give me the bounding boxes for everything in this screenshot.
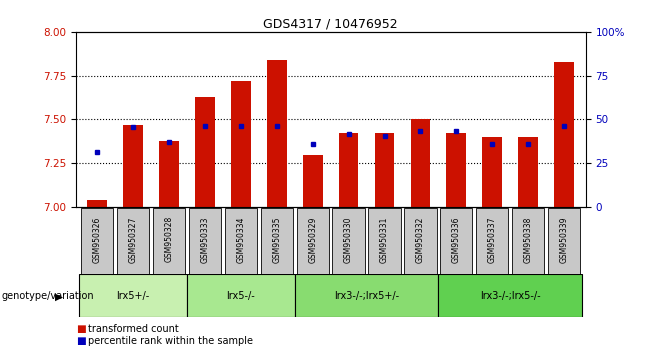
Text: GSM950337: GSM950337 xyxy=(488,216,497,263)
Text: GSM950338: GSM950338 xyxy=(524,216,533,263)
FancyBboxPatch shape xyxy=(548,208,580,274)
FancyBboxPatch shape xyxy=(153,208,185,274)
Text: lrx5+/-: lrx5+/- xyxy=(116,291,150,301)
Text: percentile rank within the sample: percentile rank within the sample xyxy=(88,336,253,346)
Bar xyxy=(231,81,251,207)
Bar xyxy=(482,137,502,207)
FancyBboxPatch shape xyxy=(187,274,295,317)
Text: transformed count: transformed count xyxy=(88,324,178,333)
Text: GSM950334: GSM950334 xyxy=(236,216,245,263)
FancyBboxPatch shape xyxy=(476,208,509,274)
FancyBboxPatch shape xyxy=(440,208,472,274)
Text: genotype/variation: genotype/variation xyxy=(1,291,94,301)
Title: GDS4317 / 10476952: GDS4317 / 10476952 xyxy=(263,18,398,31)
Bar xyxy=(195,97,215,207)
Bar xyxy=(88,200,107,207)
Bar xyxy=(303,154,322,207)
FancyBboxPatch shape xyxy=(224,208,257,274)
Bar xyxy=(374,133,394,207)
Text: GSM950333: GSM950333 xyxy=(201,216,209,263)
Text: GSM950326: GSM950326 xyxy=(93,216,102,263)
Bar xyxy=(447,133,467,207)
FancyBboxPatch shape xyxy=(404,208,437,274)
FancyBboxPatch shape xyxy=(512,208,544,274)
FancyBboxPatch shape xyxy=(368,208,401,274)
Text: lrx3-/-;lrx5+/-: lrx3-/-;lrx5+/- xyxy=(334,291,399,301)
FancyBboxPatch shape xyxy=(189,208,221,274)
FancyBboxPatch shape xyxy=(79,274,187,317)
Bar xyxy=(339,133,359,207)
Text: GSM950329: GSM950329 xyxy=(308,216,317,263)
Text: GSM950331: GSM950331 xyxy=(380,216,389,263)
Text: ■: ■ xyxy=(76,336,86,346)
FancyBboxPatch shape xyxy=(297,208,329,274)
Text: GSM950330: GSM950330 xyxy=(344,216,353,263)
FancyBboxPatch shape xyxy=(295,274,438,317)
Text: ▶: ▶ xyxy=(55,291,63,301)
FancyBboxPatch shape xyxy=(438,274,582,317)
Text: lrx5-/-: lrx5-/- xyxy=(226,291,255,301)
FancyBboxPatch shape xyxy=(261,208,293,274)
Bar xyxy=(519,137,538,207)
FancyBboxPatch shape xyxy=(332,208,365,274)
Text: GSM950327: GSM950327 xyxy=(128,216,138,263)
FancyBboxPatch shape xyxy=(117,208,149,274)
Bar xyxy=(411,119,430,207)
Text: ■: ■ xyxy=(76,324,86,333)
Bar xyxy=(554,62,574,207)
Bar xyxy=(123,125,143,207)
Text: lrx3-/-;lrx5-/-: lrx3-/-;lrx5-/- xyxy=(480,291,540,301)
Text: GSM950328: GSM950328 xyxy=(164,216,174,263)
FancyBboxPatch shape xyxy=(81,208,113,274)
Text: GSM950332: GSM950332 xyxy=(416,216,425,263)
Text: GSM950339: GSM950339 xyxy=(559,216,569,263)
Bar xyxy=(267,60,287,207)
Text: GSM950336: GSM950336 xyxy=(452,216,461,263)
Bar xyxy=(159,141,179,207)
Text: GSM950335: GSM950335 xyxy=(272,216,281,263)
